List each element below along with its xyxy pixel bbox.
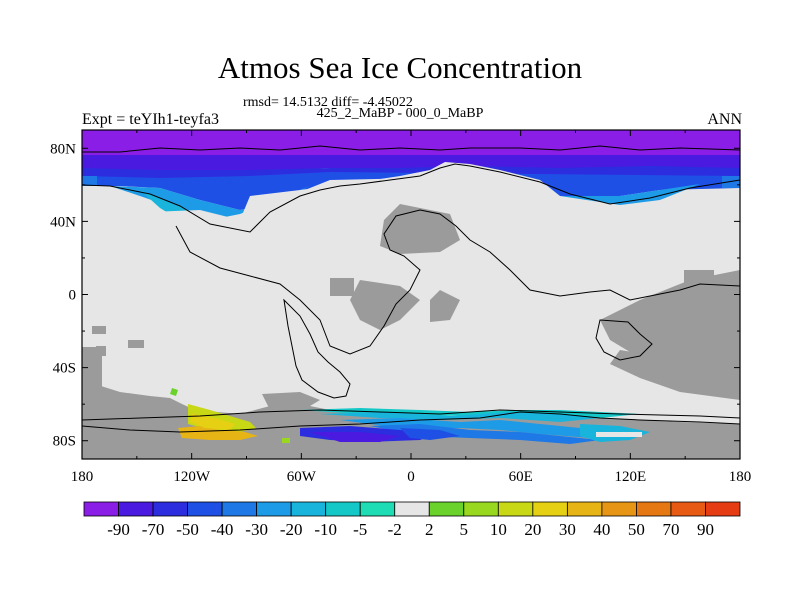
- experiment-label: Expt = teYIh1-teyfa3: [82, 111, 219, 128]
- colorbar-swatch: [118, 501, 154, 517]
- colorbar-label: 40: [593, 520, 610, 539]
- y-tick-label: 40N: [50, 214, 76, 230]
- colorbar-swatch: [497, 501, 534, 517]
- colorbar-swatch: [221, 501, 258, 517]
- x-tick-label: 120W: [173, 469, 211, 485]
- colorbar-label: 20: [524, 520, 541, 539]
- colorbar-label: 90: [697, 520, 714, 539]
- colorbar-swatch: [394, 501, 430, 517]
- colorbar-swatch: [463, 501, 499, 517]
- y-tick-label: 40S: [53, 361, 76, 377]
- colorbar-label: -50: [176, 520, 199, 539]
- colorbar: -90 -70 -50 -40 -30 -20 -10 -5 -2 2 5 10 20 30 40 50 70 9…: [83, 501, 741, 539]
- colorbar-swatch: [256, 501, 292, 517]
- y-tick-label: 80S: [53, 434, 76, 450]
- colorbar-label: -90: [107, 520, 130, 539]
- colorbar-label: 50: [628, 520, 645, 539]
- colorbar-swatch: [152, 501, 188, 517]
- colorbar-swatch: [290, 501, 327, 517]
- x-axis: 180 120W 60W 0 60E 120E 180: [71, 130, 752, 485]
- colorbar-swatch: [670, 501, 706, 517]
- colorbar-swatch: [428, 501, 465, 517]
- colorbar-label: 30: [559, 520, 576, 539]
- x-tick-label: 120E: [614, 469, 646, 485]
- map-field: [82, 130, 740, 459]
- colorbar-label: 70: [662, 520, 679, 539]
- x-tick-label: 0: [407, 469, 415, 485]
- colorbar-swatch: [325, 501, 361, 517]
- colorbar-swatch: [187, 501, 223, 517]
- x-tick-label: 60W: [287, 469, 317, 485]
- stats-text: rmsd= 14.5132 diff= -4.45022: [243, 95, 413, 110]
- colorbar-label: -40: [211, 520, 234, 539]
- coastlines: [82, 145, 740, 433]
- colorbar-label: -5: [353, 520, 367, 539]
- colorbar-label: -10: [314, 520, 337, 539]
- colorbar-swatch: [601, 501, 637, 517]
- colorbar-label: -30: [245, 520, 268, 539]
- colorbar-label: 10: [490, 520, 507, 539]
- y-tick-label: 0: [69, 288, 77, 304]
- land-mask: [92, 162, 740, 400]
- x-tick-label: 60E: [509, 469, 533, 485]
- x-tick-label: 180: [71, 469, 94, 485]
- colorbar-swatch: [532, 501, 568, 517]
- colorbar-swatch: [566, 501, 603, 517]
- colorbar-label: -70: [142, 520, 165, 539]
- colorbar-label: 5: [460, 520, 469, 539]
- antarctic-field: [82, 347, 740, 459]
- colorbar-label: -20: [280, 520, 303, 539]
- colorbar-label: -2: [388, 520, 402, 539]
- season-label: ANN: [707, 111, 742, 128]
- y-axis: 80N 40N 0 40S 80S: [50, 141, 740, 450]
- y-tick-label: 80N: [50, 141, 76, 157]
- x-tick-label: 180: [729, 469, 752, 485]
- chart-subtitle: 425_2_MaBP - 000_0_MaBP: [316, 106, 484, 121]
- colorbar-swatch: [636, 501, 672, 517]
- chart-title: Atmos Sea Ice Concentration: [217, 50, 583, 85]
- colorbar-swatch: [359, 501, 396, 517]
- colorbar-swatch: [705, 501, 741, 517]
- colorbar-label: 2: [425, 520, 434, 539]
- colorbar-swatch: [83, 501, 119, 517]
